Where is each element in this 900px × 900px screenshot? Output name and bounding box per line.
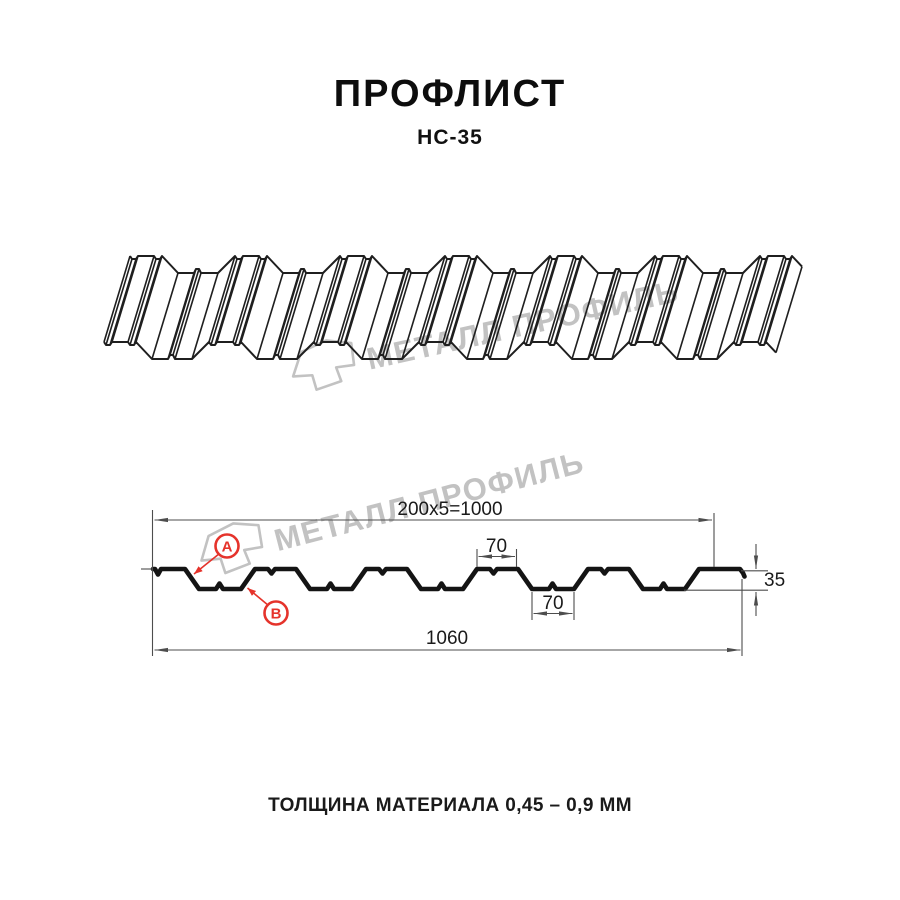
dim-label-rib-bottom-width: 70 [542, 593, 563, 614]
marker-b-label: B [271, 606, 282, 623]
metall-profil-logo-icon [200, 522, 264, 575]
side-markers: A B [193, 533, 289, 626]
marker-b-circle [263, 600, 289, 626]
thickness-note: ТОЛЩИНА МАТЕРИАЛА 0,45 – 0,9 ММ [268, 795, 632, 816]
dim-label-profile-height: 35 [764, 570, 785, 591]
metall-profil-logo-icon [291, 339, 356, 391]
profile-code: НС-35 [417, 126, 483, 149]
dimension-annotations [141, 510, 768, 656]
marker-a-label: A [222, 539, 233, 556]
dim-label-rib-top-width: 70 [486, 536, 507, 557]
page-title: ПРОФЛИСТ [333, 73, 567, 115]
watermark-lower: МЕТАЛЛ ПРОФИЛЬ [200, 444, 588, 575]
watermark-upper: МЕТАЛЛ ПРОФИЛЬ [291, 273, 682, 391]
profile-3d-view [103, 255, 803, 360]
dim-label-coverage-width: 200x5=1000 [397, 499, 502, 520]
marker-b-arrow [246, 587, 270, 607]
dim-label-overall-width: 1060 [426, 628, 468, 649]
marker-a-circle [214, 533, 240, 559]
marker-a-arrow [193, 552, 221, 575]
profile-cross-section [150, 566, 747, 592]
